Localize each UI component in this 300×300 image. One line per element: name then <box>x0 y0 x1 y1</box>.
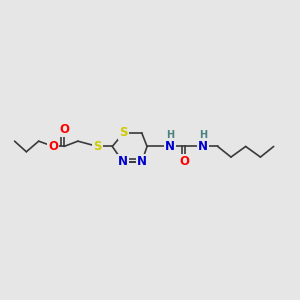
Text: O: O <box>180 155 190 168</box>
Text: S: S <box>119 126 128 140</box>
Text: H: H <box>166 130 174 140</box>
Text: N: N <box>165 140 175 153</box>
Text: N: N <box>137 155 147 168</box>
Text: S: S <box>93 140 102 153</box>
Text: N: N <box>198 140 208 153</box>
Text: N: N <box>118 155 128 168</box>
Text: H: H <box>199 130 207 140</box>
Text: O: O <box>59 124 69 136</box>
Text: O: O <box>48 140 59 153</box>
